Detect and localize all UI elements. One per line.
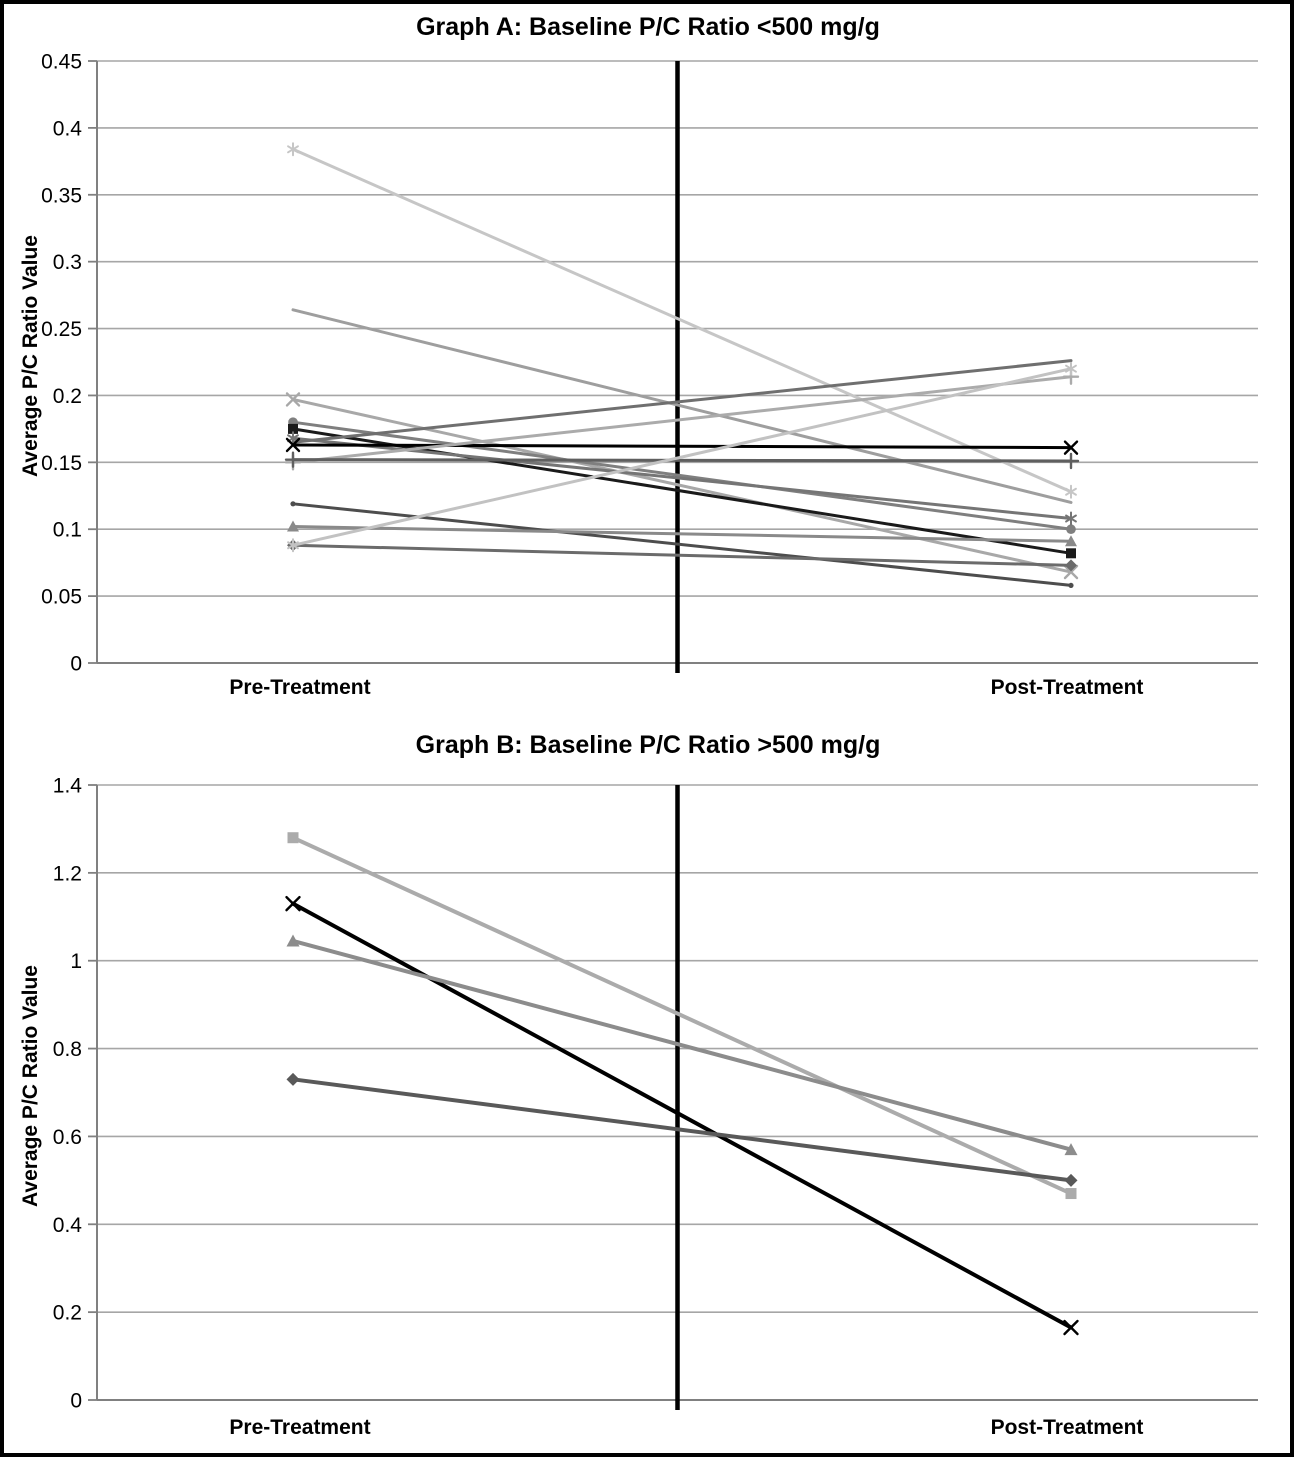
graph-b-pre-treatment-label: Pre-Treatment (229, 1416, 371, 1439)
graph-b-series-line-3 (291, 938, 1073, 1152)
graph-b-y-tick-label: 1.2 (53, 862, 82, 885)
graph-b-marker-x-pre-2 (285, 895, 301, 912)
graph-a-marker-x-post-8 (1063, 440, 1079, 455)
graph-a-marker-triangle-post-12 (1065, 535, 1077, 547)
graph-b-series-line-1 (291, 835, 1073, 1196)
graph-b-y-tick-label: 0.8 (53, 1038, 82, 1061)
graph-a-pre-treatment-label: Pre-Treatment (229, 676, 371, 699)
graph-b-marker-diamond-pre-4 (286, 1072, 300, 1086)
graph-b-y-tick-label: 0 (70, 1390, 82, 1413)
graph-a-marker-dot-post-11 (1068, 582, 1074, 589)
graph-a-marker-x-pre-8 (285, 437, 301, 453)
graph-b-marker-triangle-post-3 (1064, 1143, 1078, 1156)
graph-a-y-tick-label: 0 (70, 653, 82, 676)
graph-b-marker-square-post-1 (1065, 1188, 1077, 1200)
graph-a-marker-star-post-6 (1065, 511, 1077, 526)
graph-a-marker-triangle-pre-12 (287, 520, 299, 532)
graph-a-marker-star-pre-1 (287, 142, 299, 157)
graph-a-series-line-9 (291, 375, 1073, 464)
graph-a-series-line-6 (291, 436, 1073, 521)
graph-a-y-tick-label: 0.1 (53, 519, 82, 542)
graph-a-y-tick-label: 0.25 (41, 318, 82, 341)
graph-a-marker-star-post-14 (1065, 361, 1077, 376)
graph-a-y-tick-label: 0.2 (53, 385, 82, 408)
graph-a-y-tick-label: 0.05 (41, 586, 82, 609)
graph-b-series-line-4 (291, 1077, 1073, 1183)
graph-b-series-line-2 (291, 901, 1073, 1330)
graph-b-y-tick-label: 1 (70, 950, 82, 973)
graph-b-post-treatment-label: Post-Treatment (990, 1416, 1144, 1439)
graph-a-y-tick-label: 0.3 (53, 251, 82, 274)
graph-a-series-line-3 (291, 397, 1073, 574)
graph-a-marker-plus-post-10 (1062, 452, 1080, 470)
graph-a-y-tick-label: 0.4 (53, 117, 83, 140)
graph-a-series-line-12 (291, 525, 1073, 543)
graph-b-y-tick-label: 0.6 (53, 1126, 82, 1149)
graph-a-marker-x-pre-3 (285, 392, 301, 407)
graph-a-title: Graph A: Baseline P/C Ratio <500 mg/g (416, 13, 880, 41)
graph-a-series-line-1 (291, 147, 1073, 494)
graph-a-y-axis-title: Average P/C Ratio Value (19, 235, 42, 477)
graph-b-marker-triangle-pre-3 (286, 934, 300, 947)
graph-b-y-tick-label: 0.2 (53, 1302, 82, 1325)
graph-a-marker-dot-pre-11 (290, 501, 296, 507)
graph-a-marker-square-pre-5 (288, 423, 298, 434)
graph-a-marker-x-post-3 (1063, 564, 1079, 580)
graph-a-series-line-7 (291, 359, 1073, 444)
graph-a-series-line-5 (291, 427, 1073, 555)
graph-a-series-line-13 (291, 543, 1073, 567)
graph-a-series-line-4 (291, 420, 1073, 531)
graph-a-marker-circle-post-4 (1066, 524, 1076, 535)
graph-a-marker-star-post-1 (1065, 484, 1077, 499)
graph-a-series-line-11 (291, 502, 1073, 587)
graph-b-marker-diamond-post-4 (1064, 1173, 1078, 1187)
graph-b-marker-square-pre-1 (287, 832, 299, 844)
graph-a-y-tick-label: 0.35 (41, 184, 82, 207)
graph-a-y-tick-label: 0.45 (41, 51, 82, 74)
graph-a-y-tick-label: 0.15 (41, 452, 82, 475)
graph-a-series-line-2 (291, 308, 1073, 504)
graph-b-title: Graph B: Baseline P/C Ratio >500 mg/g (415, 731, 881, 759)
graph-a-post-treatment-label: Post-Treatment (990, 676, 1144, 699)
graph-a-series-line-10 (291, 458, 1073, 463)
graph-b-y-axis-title: Average P/C Ratio Value (19, 965, 42, 1207)
graph-b-y-tick-label: 0.4 (53, 1214, 83, 1237)
graph-a-marker-diamond-post-13 (1065, 559, 1077, 572)
graph-b-marker-x-post-2 (1063, 1319, 1079, 1336)
graph-a-marker-plus-pre-10 (284, 451, 302, 468)
graph-a-marker-star-pre-14 (287, 538, 299, 553)
graph-a-series-line-14 (291, 367, 1073, 547)
graph-a-marker-square-post-5 (1066, 548, 1076, 559)
graph-a-series-line-8 (291, 443, 1073, 450)
graph-b-y-tick-label: 1.4 (53, 775, 83, 798)
